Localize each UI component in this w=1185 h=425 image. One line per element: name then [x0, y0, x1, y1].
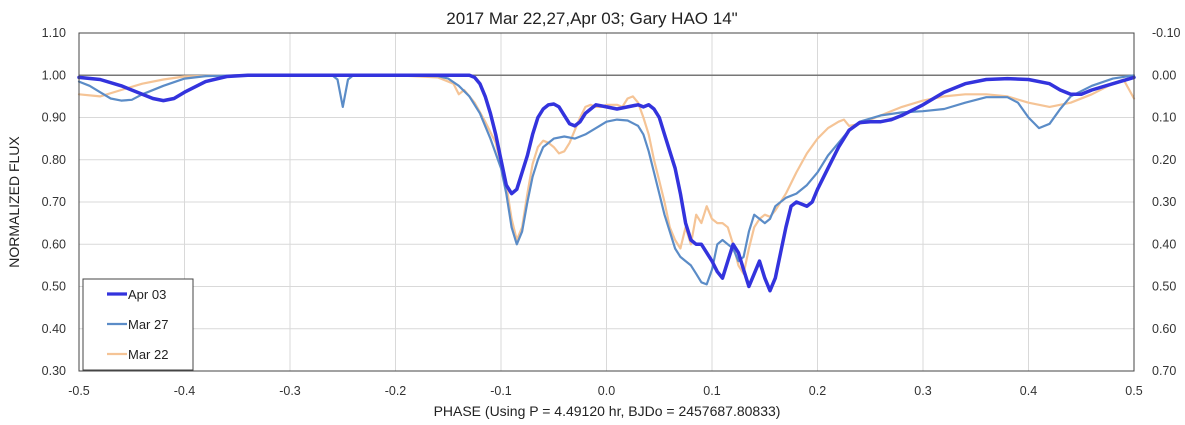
y2-tick-label: 0.30	[1152, 195, 1176, 209]
x-tick-label: 0.0	[598, 384, 615, 398]
y2-tick-label: 0.40	[1152, 237, 1176, 251]
gridlines	[78, 32, 1135, 372]
y2-tick-label: 0.10	[1152, 111, 1176, 125]
y2-tick-label: 0.20	[1152, 153, 1176, 167]
legend: Apr 03 Mar 27 Mar 22	[82, 278, 194, 371]
series-lines	[77, 73, 1136, 293]
x-tick-label: -0.5	[68, 384, 90, 398]
y-tick-label: 0.50	[42, 280, 66, 294]
y-axis-title: NORMALIZED FLUX	[6, 136, 22, 268]
x-tick-label: -0.1	[490, 384, 512, 398]
x-tick-label: -0.4	[174, 384, 196, 398]
legend-label: Apr 03	[128, 287, 166, 302]
y-tick-label: 0.30	[42, 364, 66, 378]
legend-label: Mar 22	[128, 347, 168, 362]
x-tick-label: -0.2	[385, 384, 407, 398]
y2-tick-labels: -0.10 0.00 0.10 0.20 0.30 0.40 0.50 0.60 0.70	[1152, 26, 1181, 378]
y2-tick-label: 0.60	[1152, 322, 1176, 336]
y-tick-label: 0.40	[42, 322, 66, 336]
y2-tick-label: 0.50	[1152, 280, 1176, 294]
x-tick-label: 0.3	[914, 384, 931, 398]
y2-tick-label: -0.10	[1152, 26, 1181, 40]
y2-tick-label: 0.00	[1152, 68, 1176, 82]
series-line-apr-03	[77, 73, 1136, 293]
chart-title: 2017 Mar 22,27,Apr 03; Gary HAO 14"	[446, 9, 737, 28]
x-axis-title: PHASE (Using P = 4.49120 hr, BJDo = 2457…	[434, 403, 781, 419]
x-tick-label: -0.3	[279, 384, 301, 398]
x-tick-labels: -0.5 -0.4 -0.3 -0.2 -0.1 0.0 0.1 0.2 0.3 0.4 0.5	[68, 384, 1143, 398]
y-tick-label: 1.00	[42, 68, 66, 82]
legend-label: Mar 27	[128, 317, 168, 332]
x-tick-label: 0.4	[1020, 384, 1037, 398]
x-tick-label: 0.1	[703, 384, 720, 398]
y2-tick-label: 0.70	[1152, 364, 1176, 378]
y-tick-label: 1.10	[42, 26, 66, 40]
x-tick-label: 0.2	[809, 384, 826, 398]
y-tick-labels: 1.10 1.00 0.90 0.80 0.70 0.60 0.50 0.40 0.30	[42, 26, 66, 378]
legend-box	[82, 278, 194, 371]
y-tick-label: 0.90	[42, 111, 66, 125]
y-tick-label: 0.60	[42, 237, 66, 251]
y-tick-label: 0.80	[42, 153, 66, 167]
y-tick-label: 0.70	[42, 195, 66, 209]
plot-frame	[78, 32, 1135, 372]
x-tick-label: 0.5	[1125, 384, 1142, 398]
